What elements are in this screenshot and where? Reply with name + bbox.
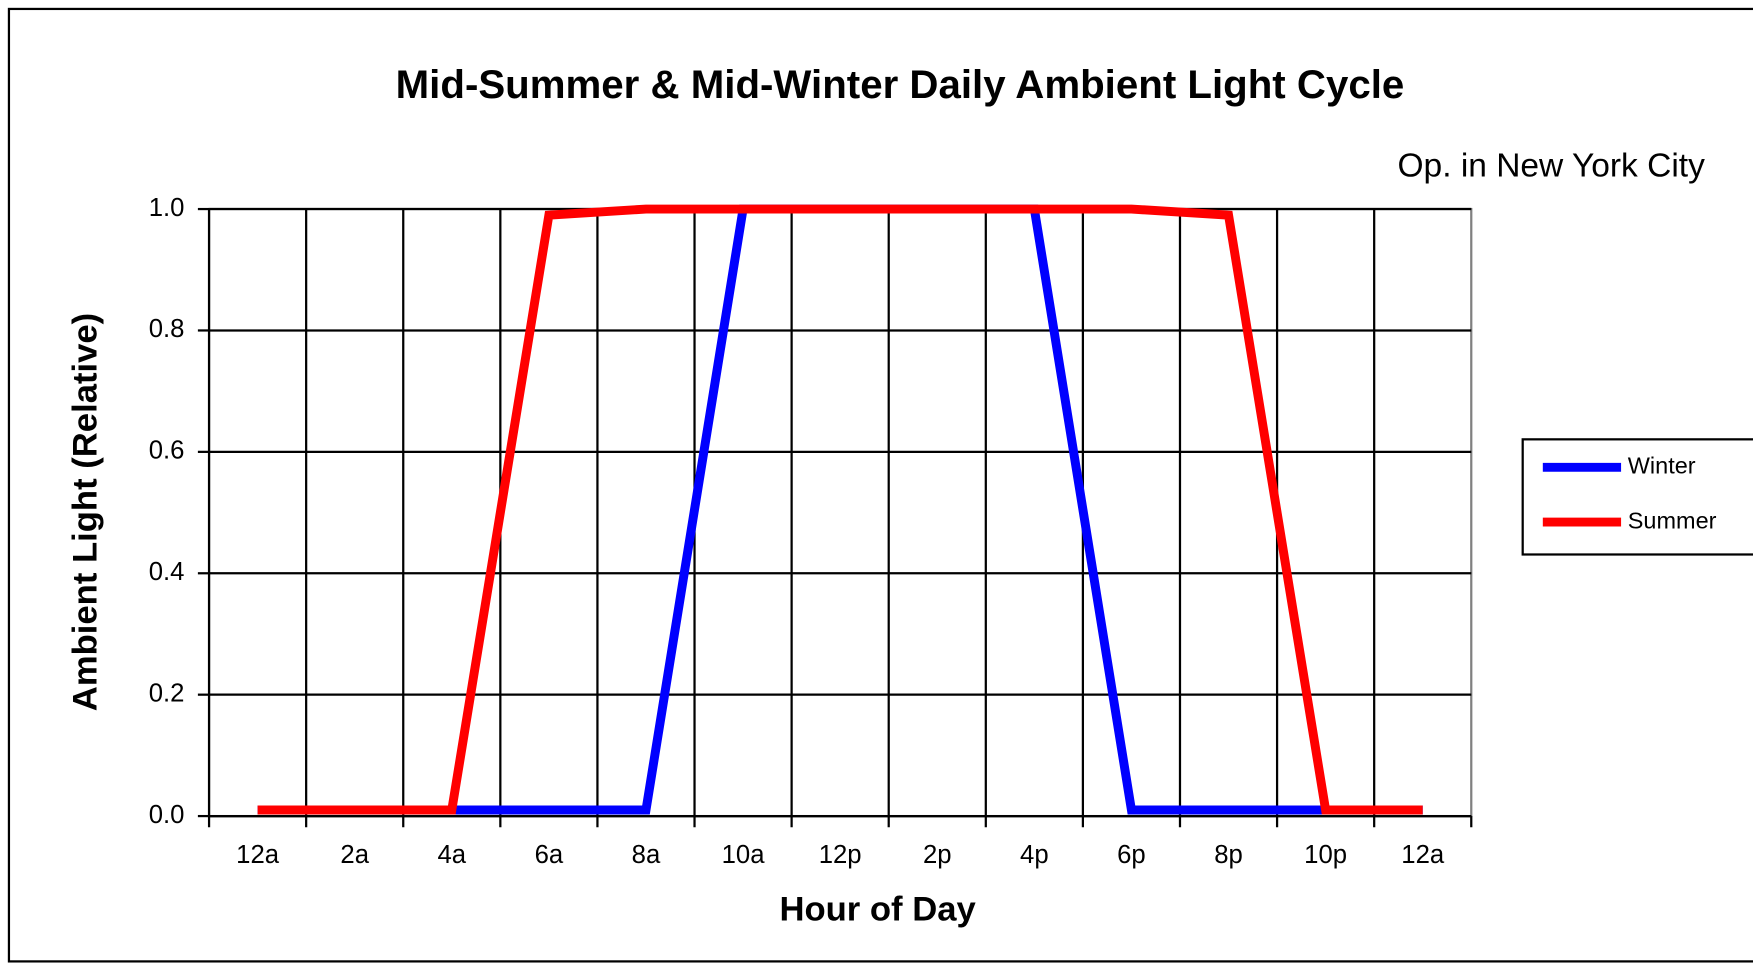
chart-title: Mid-Summer & Mid-Winter Daily Ambient Li… — [396, 62, 1405, 107]
x-tick-label: 12p — [819, 841, 862, 869]
y-tick-label: 0.2 — [149, 679, 185, 707]
legend-label: Winter — [1628, 452, 1696, 478]
y-tick-label: 0.8 — [149, 315, 185, 343]
x-tick-label: 6a — [535, 841, 564, 869]
y-tick-label: 1.0 — [149, 194, 185, 222]
x-tick-label: 8p — [1214, 841, 1243, 869]
x-tick-label: 2a — [340, 841, 369, 869]
x-tick-label: 4a — [437, 841, 466, 869]
chart-subtitle: Op. in New York City — [1397, 148, 1705, 185]
legend-box — [1521, 438, 1753, 556]
x-tick-label: 2p — [923, 841, 952, 869]
x-axis-label: Hour of Day — [779, 890, 976, 928]
x-tick-label: 12a — [1401, 841, 1445, 869]
x-tick-label: 10a — [722, 841, 766, 869]
y-tick-label: 0.4 — [149, 558, 185, 586]
x-tick-label: 12a — [236, 841, 280, 869]
series-line — [257, 204, 1423, 815]
x-tick-label: 6p — [1117, 841, 1146, 869]
x-tick-label: 4p — [1020, 841, 1049, 869]
plot-area — [207, 207, 1473, 818]
y-axis-label: Ambient Light (Relative) — [66, 313, 104, 711]
y-tick-label: 0.0 — [149, 801, 185, 829]
y-tick-label: 0.6 — [149, 437, 185, 465]
legend-label: Summer — [1628, 507, 1717, 533]
x-tick-label: 8a — [632, 841, 661, 869]
x-tick-label: 10p — [1304, 841, 1347, 869]
